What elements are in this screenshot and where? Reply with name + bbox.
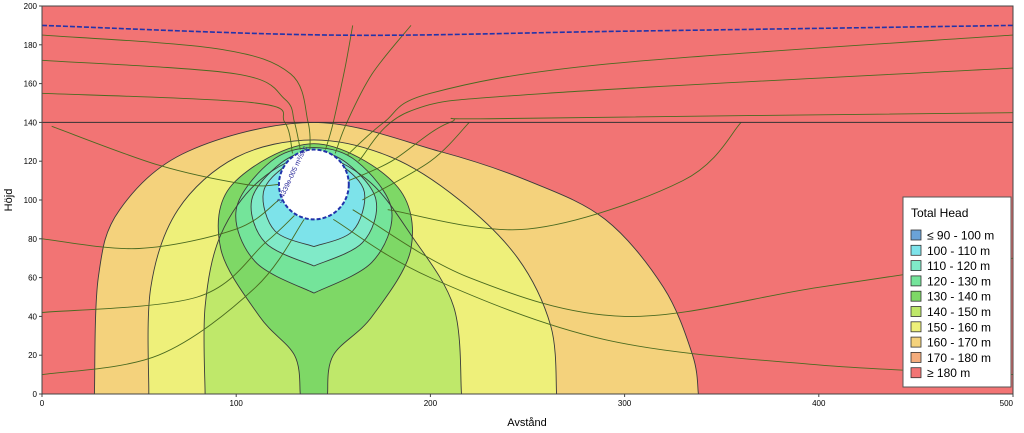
x-tick-label: 200 [424, 399, 438, 408]
legend-swatch [910, 351, 922, 363]
legend-swatch [910, 367, 922, 379]
flow-line [325, 25, 354, 150]
legend-swatch [910, 336, 922, 348]
flow-line [334, 25, 412, 154]
y-tick-label: 140 [24, 118, 38, 127]
water-table-line [42, 24, 1013, 37]
x-tick-label: 400 [812, 399, 826, 408]
legend-entry-label: 170 - 180 m [927, 351, 991, 365]
x-tick-label: 500 [1000, 399, 1014, 408]
y-tick-label: 60 [28, 274, 37, 283]
y-axis-label: Höjd [3, 189, 15, 212]
legend-swatch [910, 244, 922, 256]
y-tick-label: 120 [24, 157, 38, 166]
y-tick-label: 180 [24, 41, 38, 50]
y-tick-label: 80 [28, 235, 37, 244]
legend-entry-label: ≥ 180 m [927, 366, 970, 380]
axes: 0 100 200 300 400 500 0 20 40 60 80 100 120 140 160 180… [24, 2, 1014, 408]
legend-entry-label: 160 - 170 m [927, 336, 991, 350]
legend-swatch [910, 275, 922, 287]
legend-swatch [910, 290, 922, 302]
legend-entry-label: ≤ 90 - 100 m [927, 229, 994, 243]
x-tick-label: 100 [230, 399, 244, 408]
flow-lines [42, 25, 1013, 376]
plot-area [42, 6, 1013, 394]
y-tick-label: 0 [33, 390, 38, 399]
contour-line [93, 121, 699, 394]
y-tick-label: 100 [24, 196, 38, 205]
flow-line [333, 219, 1013, 376]
legend-entry-label: 110 - 120 m [927, 259, 990, 273]
flow-line [42, 59, 301, 150]
flow-line [42, 199, 280, 250]
flow-line [348, 112, 1013, 182]
flow-line [362, 122, 470, 201]
contour-line [217, 143, 413, 394]
legend-swatch [910, 229, 922, 241]
y-tick-label: 20 [28, 351, 37, 360]
flow-line [42, 34, 311, 150]
flow-line [358, 67, 1013, 162]
y-tick-label: 40 [28, 312, 37, 321]
legend-entry-label: 120 - 130 m [927, 274, 991, 288]
y-tick-label: 200 [24, 2, 38, 11]
contour-line [235, 147, 393, 294]
x-axis-label: Avstånd [507, 417, 547, 429]
flow-line [352, 209, 1013, 317]
legend-entry-label: 130 - 140 m [927, 290, 991, 304]
flow-line [42, 215, 295, 313]
legend-entry-label: 100 - 110 m [927, 244, 990, 258]
tunnel-opening [277, 148, 350, 221]
flow-line [387, 122, 742, 231]
flow-line [51, 125, 279, 187]
flow-line [42, 219, 305, 376]
x-tick-label: 300 [618, 399, 632, 408]
legend-entry-label: 140 - 150 m [927, 305, 991, 319]
flow-line [42, 92, 293, 154]
contour-line [147, 139, 558, 394]
legend-swatch [910, 260, 922, 272]
legend-title: Total Head [911, 206, 968, 220]
legend-swatch [910, 321, 922, 333]
legend-swatch [910, 306, 922, 317]
legend-entry-label: 150 - 160 m [927, 320, 991, 334]
y-tick-label: 160 [24, 80, 38, 89]
x-tick-label: 0 [40, 399, 45, 408]
